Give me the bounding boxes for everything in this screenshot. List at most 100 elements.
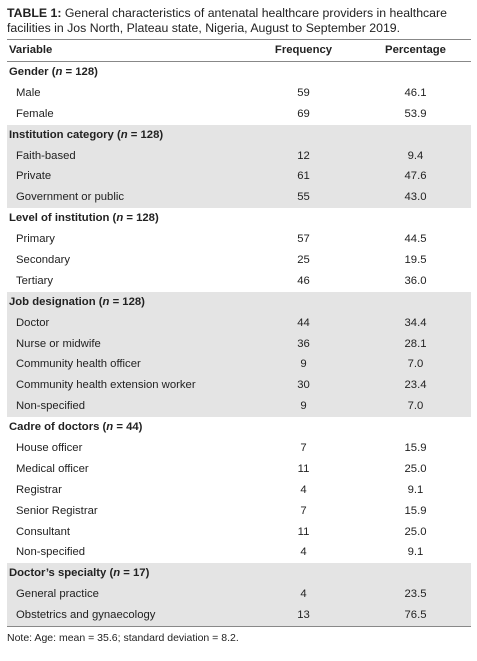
group-title: Cadre of doctors (n = 44) xyxy=(9,417,142,438)
group-title-text: Job designation xyxy=(9,295,96,308)
row-frequency: 44 xyxy=(297,316,310,329)
group-n-prefix: ( xyxy=(95,295,103,308)
row-frequency: 12 xyxy=(297,149,310,162)
row-percentage: 9.1 xyxy=(407,483,424,496)
row-frequency: 69 xyxy=(297,107,310,120)
row-percentage: 28.1 xyxy=(404,337,427,350)
row-label: Nurse or midwife xyxy=(16,337,101,350)
row-label: Primary xyxy=(16,233,55,246)
table-row: Non-specified 9 7.0 xyxy=(7,396,471,418)
group-n-prefix: ( xyxy=(106,567,114,580)
table-row: Tertiary 46 36.0 xyxy=(7,271,471,292)
row-label: Doctor xyxy=(16,316,50,329)
header-variable: Variable xyxy=(9,44,53,56)
row-percentage: 7.0 xyxy=(407,358,424,371)
row-frequency: 30 xyxy=(297,379,310,392)
group-n-prefix: ( xyxy=(109,212,117,225)
table-body: Gender (n = 128) Male 59 46.1 Female 69 53.9 In… xyxy=(7,62,471,627)
row-percentage: 43.0 xyxy=(404,191,427,204)
row-label: Female xyxy=(16,107,54,120)
row-frequency: 11 xyxy=(297,462,310,475)
header-frequency: Frequency xyxy=(274,44,333,56)
group-n-symbol: n xyxy=(116,212,124,225)
row-percentage: 44.5 xyxy=(404,233,427,246)
group-n-symbol: n xyxy=(55,66,63,78)
row-percentage: 9.4 xyxy=(407,149,424,162)
group-header-row: Job designation (n = 128) xyxy=(7,291,471,313)
row-frequency: 4 xyxy=(300,588,307,601)
row-frequency: 61 xyxy=(297,170,310,183)
row-percentage: 7.0 xyxy=(407,400,424,413)
table-row: Community health extension worker 30 23.4 xyxy=(7,375,471,397)
table-row: General practice 4 23.5 xyxy=(7,584,471,606)
characteristics-table: Variable Frequency Percentage Gender (n … xyxy=(7,39,471,628)
row-frequency: 55 xyxy=(297,191,310,204)
group-header-row: Level of institution (n = 128) xyxy=(7,208,471,229)
table-row: Senior Registrar 7 15.9 xyxy=(7,501,471,522)
row-percentage: 15.9 xyxy=(404,504,427,517)
group-title: Gender (n = 128) xyxy=(9,62,98,83)
table-row: Private 61 47.6 xyxy=(7,166,471,188)
row-percentage: 9.1 xyxy=(407,546,424,559)
group-n-suffix: = 44) xyxy=(113,421,143,434)
table-row: Doctor 44 34.4 xyxy=(7,312,471,334)
row-label: Government or public xyxy=(16,191,124,204)
row-percentage: 46.1 xyxy=(404,86,427,99)
row-percentage: 47.6 xyxy=(404,170,427,183)
table-row: Nurse or midwife 36 28.1 xyxy=(7,333,471,355)
group-n-suffix: = 128) xyxy=(62,66,98,78)
row-frequency: 59 xyxy=(297,86,310,99)
table-row: Non-specified 4 9.1 xyxy=(7,542,471,563)
group-header-row: Cadre of doctors (n = 44) xyxy=(7,417,471,438)
row-frequency: 57 xyxy=(297,233,310,246)
row-percentage: 25.0 xyxy=(404,525,427,538)
caption-text: General characteristics of antenatal hea… xyxy=(7,6,447,35)
row-label: Obstetrics and gynaecology xyxy=(16,609,156,622)
group-title: Institution category (n = 128) xyxy=(9,125,163,146)
row-frequency: 9 xyxy=(300,358,307,371)
row-percentage: 19.5 xyxy=(404,254,427,267)
row-label: Tertiary xyxy=(16,274,54,287)
row-label: House officer xyxy=(16,442,83,455)
row-percentage: 53.9 xyxy=(404,107,427,120)
group-title-text: Cadre of doctors xyxy=(9,421,100,434)
row-frequency: 36 xyxy=(297,337,310,350)
table-row: Secondary 25 19.5 xyxy=(7,250,471,271)
group-header-row: Doctor’s specialty (n = 17) xyxy=(7,563,471,585)
group-n-prefix: ( xyxy=(48,66,56,78)
group-title-text: Gender xyxy=(9,66,49,78)
row-percentage: 15.9 xyxy=(404,442,427,455)
group-n-suffix: = 128) xyxy=(123,212,159,225)
group-n-prefix: ( xyxy=(113,128,121,141)
table-row: Registrar 4 9.1 xyxy=(7,480,471,501)
group-title-text: Doctor’s specialty xyxy=(9,567,107,580)
row-label: Non-specified xyxy=(16,546,86,559)
row-label: Male xyxy=(16,86,41,99)
row-frequency: 4 xyxy=(300,546,307,559)
table-row: House officer 7 15.9 xyxy=(7,438,471,459)
row-frequency: 46 xyxy=(297,274,310,287)
group-title-text: Level of institution xyxy=(9,212,110,225)
row-frequency: 25 xyxy=(297,254,310,267)
row-percentage: 25.0 xyxy=(404,462,427,475)
group-title-text: Institution category xyxy=(9,128,114,141)
table-row: Male 59 46.1 xyxy=(7,83,471,104)
row-frequency: 13 xyxy=(297,609,310,622)
row-percentage: 23.4 xyxy=(404,379,427,392)
table-row: Medical officer 11 25.0 xyxy=(7,459,471,480)
row-label: Private xyxy=(16,170,52,183)
group-title: Doctor’s specialty (n = 17) xyxy=(9,563,149,584)
group-n-symbol: n xyxy=(106,421,114,434)
table-row: Community health officer 9 7.0 xyxy=(7,354,471,376)
row-label: Senior Registrar xyxy=(16,504,98,517)
row-label: Consultant xyxy=(16,525,71,538)
group-n-symbol: n xyxy=(102,295,110,308)
table-row: Government or public 55 43.0 xyxy=(7,187,471,209)
header-percentage: Percentage xyxy=(385,44,446,56)
row-frequency: 7 xyxy=(300,504,307,517)
row-percentage: 23.5 xyxy=(404,588,427,601)
row-percentage: 76.5 xyxy=(404,609,427,622)
table-row: Obstetrics and gynaecology 13 76.5 xyxy=(7,605,471,627)
group-n-suffix: = 128) xyxy=(109,295,145,308)
